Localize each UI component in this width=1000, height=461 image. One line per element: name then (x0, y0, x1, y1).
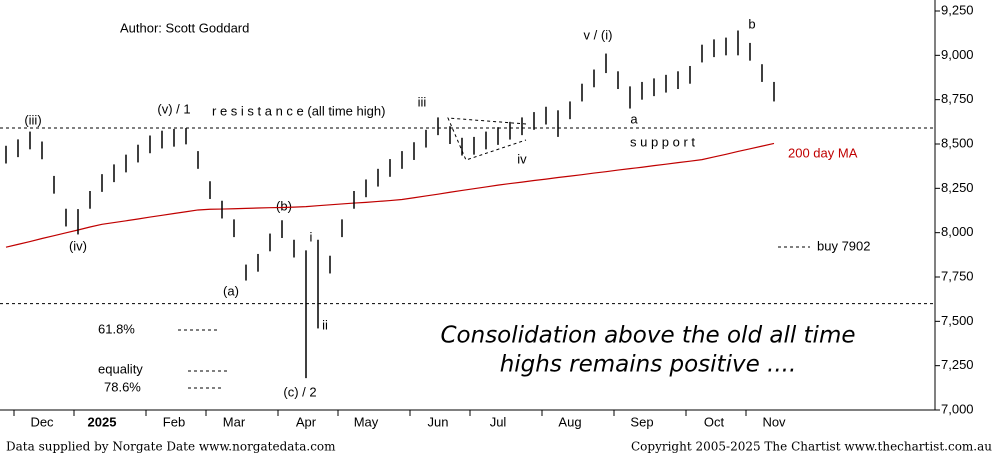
y-tick-label: 9,250 (941, 2, 974, 17)
triangle (447, 117, 527, 161)
x-tick-label: May (354, 414, 379, 429)
wave-label: v / (i) (584, 27, 613, 42)
author: Author: Scott Goddard (120, 20, 249, 35)
y-tick-label: 9,000 (941, 47, 974, 62)
wave-label: i (310, 229, 313, 244)
x-tick-label: Nov (762, 414, 786, 429)
wave-label: (iii) (24, 112, 41, 127)
buy-label: buy 7902 (817, 238, 871, 253)
wave-label: ii (322, 317, 328, 332)
y-tick-label: 7,250 (941, 357, 974, 372)
y-tick-label: 8,750 (941, 91, 974, 106)
comment: Consolidation above the old all time (440, 323, 855, 349)
footer: Data supplied by Norgate Date www.norgat… (6, 440, 336, 454)
wave-label: a (630, 111, 638, 126)
moving-average (5, 142, 775, 248)
x-tick-label: Oct (704, 414, 725, 429)
support-label: s u p p o r t (630, 134, 695, 149)
fib-label: 61.8% (98, 321, 135, 336)
wave-label: (v) / 1 (157, 101, 190, 116)
x-tick-label: Dec (30, 414, 54, 429)
wave-label: iv (517, 151, 527, 166)
ma-label: 200 day MA (788, 145, 858, 160)
x-tick-label: Feb (163, 414, 185, 429)
wave-label: (c) / 2 (283, 384, 316, 399)
footer: Copyright 2005-2025 The Chartist www.the… (631, 440, 992, 454)
wave-label: iii (418, 94, 427, 109)
y-tick-label: 7,000 (941, 401, 974, 416)
x-tick-label: Jun (428, 414, 449, 429)
x-tick-label: Sep (630, 414, 653, 429)
x-tick-label: Apr (296, 414, 317, 429)
wave-label: (iv) (69, 238, 87, 253)
resistance-label: r e s i s t a n c e (all time high) (212, 103, 385, 118)
y-tick-label: 8,000 (941, 224, 974, 239)
wave-label: b (748, 16, 755, 31)
x-tick-label: Aug (558, 414, 581, 429)
y-tick-label: 8,250 (941, 180, 974, 195)
x-tick-label: 2025 (88, 414, 117, 429)
x-tick-label: Jul (490, 414, 507, 429)
y-tick-label: 7,750 (941, 268, 974, 283)
y-tick-label: 7,500 (941, 313, 974, 328)
wave-label: (b) (276, 198, 292, 213)
x-tick-label: Mar (223, 414, 246, 429)
wave-label: (a) (223, 283, 239, 298)
comment: highs remains positive .... (500, 352, 797, 378)
fib-label: equality (98, 361, 143, 376)
fib-label: 78.6% (104, 379, 141, 394)
y-tick-label: 8,500 (941, 135, 974, 150)
